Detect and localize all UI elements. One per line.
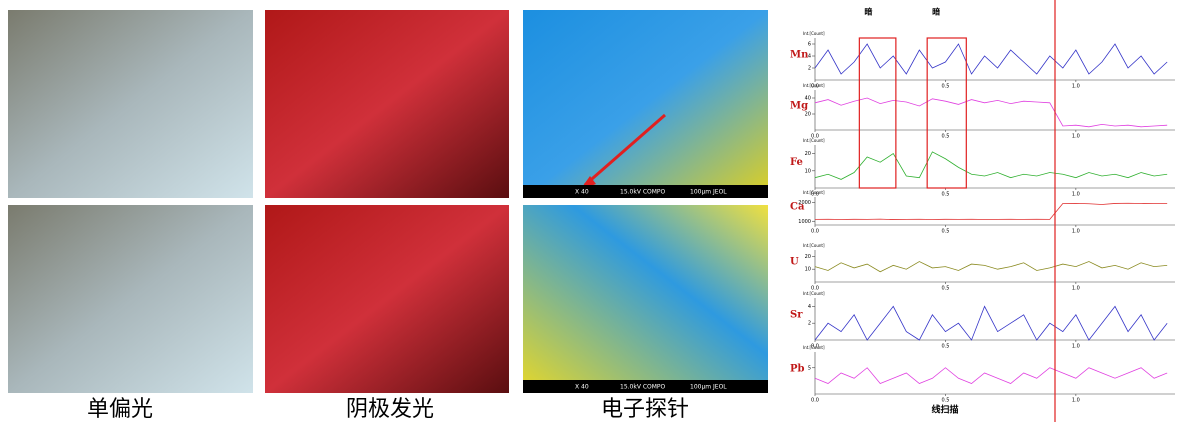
- y-tick-label: 20: [805, 254, 811, 260]
- x-tick-label: 1.0: [1072, 229, 1080, 235]
- scale-text: X 40: [575, 384, 589, 391]
- element-label: U: [790, 257, 799, 268]
- element-label: Mn: [790, 50, 809, 61]
- micrograph: [265, 10, 509, 198]
- x-tick-label: 0.5: [941, 286, 949, 292]
- element-label: Sr: [790, 310, 803, 321]
- unit-label: Int.[Count]: [803, 31, 825, 36]
- y-tick-label: 5: [808, 365, 811, 371]
- y-tick-label: 20: [805, 112, 811, 118]
- x-tick-label: 1.0: [1072, 192, 1080, 198]
- x-tick-label: 0.0: [811, 398, 819, 404]
- y-tick-label: 2000: [798, 200, 811, 206]
- marker-label: 暗: [864, 7, 872, 17]
- x-tick-label: 0.5: [941, 134, 949, 140]
- x-tick-label: 0.5: [941, 84, 949, 90]
- x-tick-label: 0.5: [941, 229, 949, 235]
- element-label: Fe: [790, 157, 803, 168]
- x-tick-label: 0.0: [811, 229, 819, 235]
- x-tick-label: 0.5: [941, 192, 949, 198]
- element-label: Mg: [790, 101, 808, 112]
- unit-label: Int.[Count]: [803, 345, 825, 350]
- y-tick-label: 10: [805, 168, 811, 174]
- micrograph: [8, 205, 253, 393]
- y-tick-label: 2: [808, 66, 811, 72]
- x-tick-label: 1.0: [1072, 398, 1080, 404]
- caption: 单偏光: [87, 397, 153, 422]
- micrograph: [523, 10, 768, 198]
- marker-label: 暗: [932, 7, 940, 17]
- x-tick-label: 1.0: [1072, 134, 1080, 140]
- micrograph: [523, 205, 768, 393]
- x-tick-label: 1.0: [1072, 84, 1080, 90]
- unit-label: Int.[Count]: [803, 83, 825, 88]
- unit-label: Int.[Count]: [803, 291, 825, 296]
- y-tick-label: 4: [808, 54, 811, 60]
- x-tick-label: 1.0: [1072, 286, 1080, 292]
- micrograph: [265, 205, 509, 393]
- y-tick-label: 20: [805, 151, 811, 157]
- scale-text: X 40: [575, 189, 589, 196]
- scan-line: [815, 98, 1167, 127]
- y-tick-label: 6: [808, 42, 811, 48]
- x-tick-label: 0.5: [941, 344, 949, 350]
- unit-label: Int.[Count]: [803, 190, 825, 195]
- scan-line: [815, 44, 1167, 74]
- y-tick-label: 4: [808, 304, 811, 310]
- scale-text: 100μm JEOL: [690, 189, 727, 196]
- y-tick-label: 10: [805, 267, 811, 273]
- scale-text: 15.0kV COMPO: [620, 189, 666, 196]
- figure: X 40 15.0kV COMPO 100μm JEOL X 40 15.0kV…: [0, 0, 1178, 422]
- y-tick-label: 1000: [798, 219, 811, 225]
- scan-line: [815, 262, 1167, 272]
- y-tick-label: 40: [805, 96, 811, 102]
- x-tick-label: 1.0: [1072, 344, 1080, 350]
- scan-line: [815, 152, 1167, 180]
- y-tick-label: 2: [808, 321, 811, 327]
- caption: 阴极发光: [346, 397, 434, 422]
- caption: 电子探针: [601, 397, 689, 422]
- micrograph: [8, 10, 253, 198]
- scale-text: 100μm JEOL: [690, 384, 727, 391]
- highlight-box: [859, 38, 896, 188]
- unit-label: Int.[Count]: [803, 138, 825, 143]
- line-scan-title: 线扫描: [931, 404, 958, 416]
- scale-text: 15.0kV COMPO: [620, 384, 666, 391]
- element-label: Pb: [790, 364, 805, 375]
- unit-label: Int.[Count]: [803, 243, 825, 248]
- scan-line: [815, 368, 1167, 384]
- scan-line: [815, 203, 1167, 219]
- x-tick-label: 0.5: [941, 398, 949, 404]
- scan-line: [815, 306, 1167, 340]
